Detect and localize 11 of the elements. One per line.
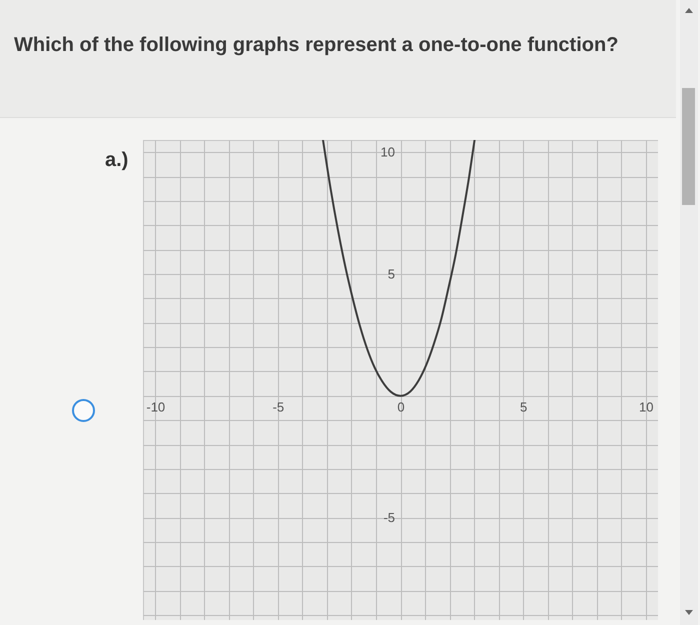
text: a.) — [105, 148, 128, 172]
x-tick-label: -10 — [146, 399, 166, 414]
y-tick-label: 10 — [380, 144, 395, 160]
y-tick-label: 5 — [388, 266, 395, 282]
y-tick-label: -5 — [383, 510, 395, 526]
x-tick-label: 0 — [397, 399, 405, 414]
chart-title: Which of the following graphs represent a one-to-one function? — [14, 33, 618, 57]
x-tick-label: 10 — [639, 399, 654, 414]
line-series — [322, 140, 476, 397]
x-tick-label: -5 — [272, 399, 284, 414]
x-tick-label: 5 — [520, 399, 528, 414]
